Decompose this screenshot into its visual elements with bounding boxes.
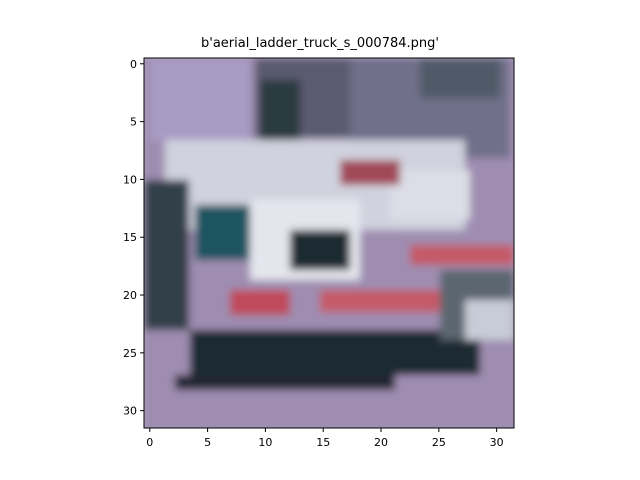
- x-tick-label: 20: [374, 436, 388, 449]
- x-tick-label: 15: [316, 436, 330, 449]
- chart-title: b'aerial_ladder_truck_s_000784.png': [201, 36, 439, 51]
- y-tick-label: 20: [123, 289, 137, 302]
- y-tick-label: 15: [123, 231, 137, 244]
- x-tick-label: 25: [432, 436, 446, 449]
- truck-image: [140, 54, 520, 434]
- x-axis: 0 5 10 15 20 25 30: [146, 428, 503, 449]
- y-tick-label: 5: [130, 116, 137, 129]
- x-tick-label: 30: [490, 436, 504, 449]
- x-tick-label: 10: [258, 436, 272, 449]
- y-tick-label: 10: [123, 173, 137, 186]
- x-tick-label: 0: [146, 436, 153, 449]
- y-axis: 0 5 10 15 20 25 30: [123, 58, 144, 418]
- x-tick-label: 5: [204, 436, 211, 449]
- y-tick-label: 30: [123, 405, 137, 418]
- y-tick-label: 25: [123, 347, 137, 360]
- y-tick-label: 0: [130, 58, 137, 71]
